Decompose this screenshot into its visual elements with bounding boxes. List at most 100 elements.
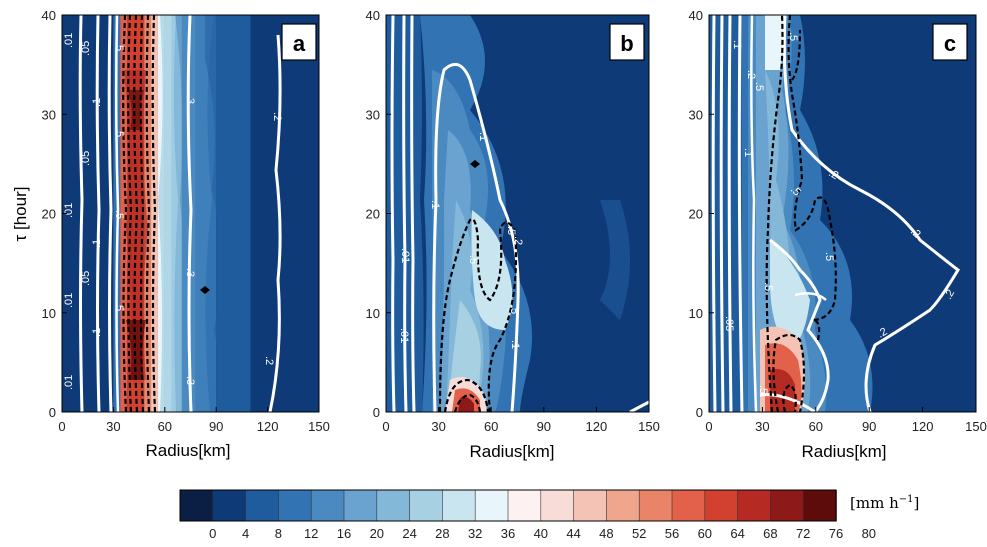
colorbar-swatch xyxy=(310,489,345,522)
panel-b-xtick-label: 150 xyxy=(638,419,660,434)
panel-a-ytick-label: 20 xyxy=(42,207,56,222)
svg-text:.5: .5 xyxy=(467,255,479,264)
panel-a-black-labels: .5 .5 .5 .5 xyxy=(113,42,125,311)
panel-a-label-box xyxy=(281,23,317,61)
svg-text:.1: .1 xyxy=(429,200,441,209)
svg-text:.01: .01 xyxy=(398,328,410,343)
svg-text:.5: .5 xyxy=(113,302,125,311)
colorbar-tick-label: 0 xyxy=(209,526,216,541)
colorbar-swatch xyxy=(638,489,673,522)
svg-text:.5: .5 xyxy=(508,305,520,314)
panel-a-xtick-label: 0 xyxy=(58,419,65,434)
panel-c: .05 .1 .1 .2 .2 .2 .2 .2 .5 .5 .5 .5 .5 … xyxy=(708,14,977,413)
colorbar-tick-label: 56 xyxy=(665,526,679,541)
colorbar-swatch xyxy=(343,489,378,522)
svg-text:.01: .01 xyxy=(63,375,75,390)
svg-text:.01: .01 xyxy=(399,248,411,263)
svg-text:.05: .05 xyxy=(80,271,92,286)
panel-b-label: b xyxy=(620,31,633,56)
colorbar-tick-label: 32 xyxy=(468,526,482,541)
panel-a-ytick-label: 0 xyxy=(49,405,56,420)
panel-c-ytick-label: 10 xyxy=(689,306,703,321)
colorbar-tick-label: 76 xyxy=(829,526,843,541)
colorbar-swatch xyxy=(442,489,476,522)
colorbar-tick-label: 72 xyxy=(796,526,810,541)
panel-b-xtick-label: 0 xyxy=(382,419,389,434)
svg-text:.1: .1 xyxy=(91,239,103,248)
panel-a-xlabel: Radius[km] xyxy=(145,441,230,460)
svg-text:.05: .05 xyxy=(723,316,735,331)
panel-c-ytick-label: 20 xyxy=(689,207,703,222)
panel-b-ytick-label: 0 xyxy=(373,405,380,420)
panel-a-band-5 xyxy=(151,15,158,412)
panel-c-ytick-label: 0 xyxy=(696,405,703,420)
colorbar-tick-label: 48 xyxy=(599,526,613,541)
panel-b-ytick-label: 20 xyxy=(366,207,380,222)
panel-a-xtick-label: 90 xyxy=(209,419,223,434)
panel-c-xtick-label: 60 xyxy=(809,419,823,434)
colorbar-swatch xyxy=(540,489,575,522)
panel-b-contour-labels: .01 .01 .1 .2 .1 .1 .5 .5 .5 xyxy=(398,132,524,349)
svg-text:.5: .5 xyxy=(753,82,765,91)
colorbar-swatch xyxy=(704,489,739,522)
colorbar-swatch xyxy=(671,489,706,522)
colorbar-swatch xyxy=(573,489,608,522)
svg-text:.5: .5 xyxy=(823,252,835,261)
panel-c-xtick-label: 150 xyxy=(965,419,987,434)
svg-text:.01: .01 xyxy=(63,33,75,48)
svg-text:.3: .3 xyxy=(184,268,196,277)
panel-a-band-2 xyxy=(120,15,128,412)
panel-a-band-4 xyxy=(144,15,152,412)
panel-c-label: c xyxy=(944,31,956,56)
panel-b-xtick-label: 90 xyxy=(537,419,551,434)
panel-b-xtick-label: 60 xyxy=(484,419,498,434)
colorbar-tick-label: 24 xyxy=(402,526,416,541)
panel-b-label-box xyxy=(609,23,645,61)
axes: 0 30 60 90 120 150 0 10 20 30 40 0 30 60 90 120 150 0 10 20… xyxy=(42,8,987,434)
colorbar-tick-label: 28 xyxy=(435,526,449,541)
svg-text:.5: .5 xyxy=(787,32,799,41)
panel-a-xtick-label: 150 xyxy=(308,419,330,434)
colorbar-swatch xyxy=(409,489,444,522)
panel-c-ytick-label: 30 xyxy=(689,107,703,122)
panel-c-xtick-label: 0 xyxy=(705,419,712,434)
colorbar-swatch xyxy=(474,489,509,522)
panel-b-ytick-label: 30 xyxy=(366,107,380,122)
colorbar-unit: [mm h−1] xyxy=(850,494,919,512)
panel-a: .01 .01 .01 .01 .05 .05 .05 .1 .1 .1 .3 … xyxy=(61,14,320,413)
colorbar-tick-label: 36 xyxy=(501,526,515,541)
svg-text:.5: .5 xyxy=(757,385,769,394)
panel-b-ytick-label: 40 xyxy=(366,8,380,23)
panel-a-contour-labels: .01 .01 .01 .01 .05 .05 .05 .1 .1 .1 .3 … xyxy=(63,33,283,390)
svg-text:.1: .1 xyxy=(731,40,743,49)
colorbar: 0 4 8 12 16 20 24 28 32 36 40 44 48 52 56 60 64 68 72 76 80 xyxy=(179,489,876,541)
panel-a-ytick-label: 10 xyxy=(42,306,56,321)
colorbar-swatch xyxy=(245,489,280,522)
colorbar-swatch xyxy=(278,489,312,522)
panel-a-xtick-label: 30 xyxy=(106,419,120,434)
svg-text:.3: .3 xyxy=(184,95,196,104)
svg-text:.1: .1 xyxy=(509,340,521,349)
panel-a-ylabel: τ [hour] xyxy=(11,187,30,242)
panel-a-xtick-label: 120 xyxy=(257,419,279,434)
svg-text:.2: .2 xyxy=(271,112,283,121)
panel-b-ytick-label: 10 xyxy=(366,306,380,321)
colorbar-tick-label: 8 xyxy=(275,526,282,541)
panel-c-label-box xyxy=(932,23,968,61)
panel-c-ytick-label: 40 xyxy=(689,8,703,23)
svg-text:.2: .2 xyxy=(263,356,275,365)
colorbar-tick-label: 4 xyxy=(242,526,249,541)
panel-c-xtick-label: 30 xyxy=(755,419,769,434)
svg-text:.3: .3 xyxy=(184,376,196,385)
colorbar-tick-label: 60 xyxy=(698,526,712,541)
panel-b-xtick-label: 30 xyxy=(431,419,445,434)
colorbar-swatch xyxy=(376,489,411,522)
panel-b-xlabel: Radius[km] xyxy=(469,442,554,461)
panel-c-xlabel: Radius[km] xyxy=(801,442,886,461)
svg-text:.2: .2 xyxy=(745,70,757,79)
svg-text:.05: .05 xyxy=(80,41,92,56)
svg-text:.5: .5 xyxy=(113,42,125,51)
colorbar-swatch xyxy=(802,489,837,522)
svg-text:.01: .01 xyxy=(63,293,75,308)
